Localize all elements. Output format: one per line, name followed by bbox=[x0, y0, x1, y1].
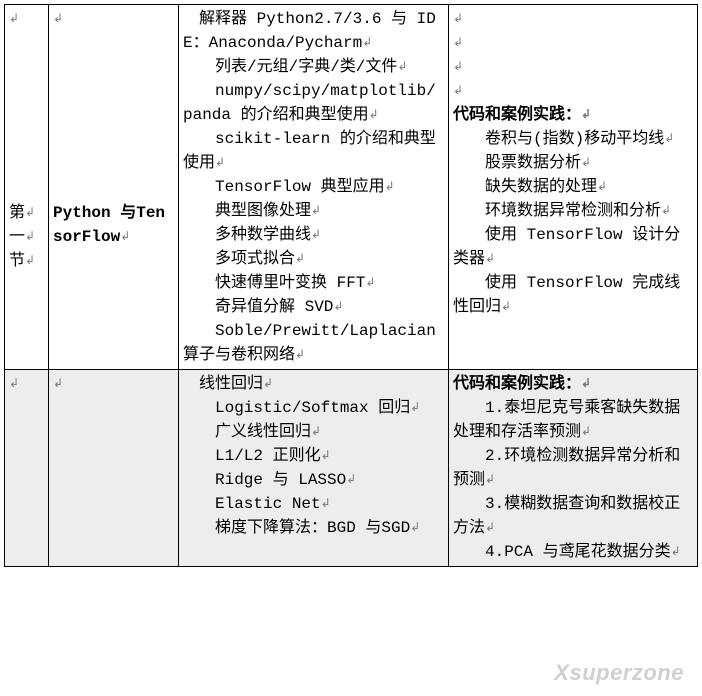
para-marker: ↲ bbox=[485, 520, 495, 534]
para-marker: ↲ bbox=[410, 400, 420, 414]
practice-line: 使用 TensorFlow 设计分类器↲ bbox=[453, 223, 693, 271]
practice-line: 股票数据分析↲ bbox=[453, 151, 693, 175]
course-table: ↲第↲一↲节↲↲Python 与TensorFlow↲解释器 Python2.7… bbox=[4, 4, 698, 567]
table-row: ↲第↲一↲节↲↲Python 与TensorFlow↲解释器 Python2.7… bbox=[5, 5, 698, 370]
para-marker: ↲ bbox=[365, 275, 375, 289]
para-marker: ↲ bbox=[215, 155, 225, 169]
topic-cell: ↲Python 与TensorFlow↲ bbox=[49, 5, 179, 370]
para-marker: ↲ bbox=[581, 155, 591, 169]
para-marker: ↲ bbox=[333, 299, 343, 313]
content-line: 广义线性回归↲ bbox=[183, 420, 444, 444]
para-marker: ↲ bbox=[485, 251, 495, 265]
content-line: 多种数学曲线↲ bbox=[183, 223, 444, 247]
para-marker: ↲ bbox=[501, 299, 511, 313]
content-line: Elastic Net↲ bbox=[183, 492, 444, 516]
para-marker: ↲ bbox=[53, 11, 63, 25]
practice-cell: ↲↲↲↲代码和案例实践：↲卷积与(指数)移动平均线↲股票数据分析↲缺失数据的处理… bbox=[449, 5, 698, 370]
para-marker: ↲ bbox=[25, 253, 35, 267]
content-line: 奇异值分解 SVD↲ bbox=[183, 295, 444, 319]
content-line: Logistic/Softmax 回归↲ bbox=[183, 396, 444, 420]
content-line: Ridge 与 LASSO↲ bbox=[183, 468, 444, 492]
content-line: Soble/Prewitt/Laplacian 算子与卷积网络↲ bbox=[183, 319, 444, 367]
para-marker: ↲ bbox=[25, 205, 35, 219]
practice-line: 使用 TensorFlow 完成线性回归↲ bbox=[453, 271, 693, 319]
para-marker: ↲ bbox=[581, 376, 591, 390]
practice-line: 2.环境检测数据异常分析和预测↲ bbox=[453, 444, 693, 492]
content-line: 典型图像处理↲ bbox=[183, 199, 444, 223]
para-marker: ↲ bbox=[321, 496, 331, 510]
practice-line: 1.泰坦尼克号乘客缺失数据处理和存活率预测↲ bbox=[453, 396, 693, 444]
practice-heading: 代码和案例实践：↲ bbox=[453, 103, 693, 127]
content-line: TensorFlow 典型应用↲ bbox=[183, 175, 444, 199]
practice-line: 缺失数据的处理↲ bbox=[453, 175, 693, 199]
practice-line: 4.PCA 与鸢尾花数据分类↲ bbox=[453, 540, 693, 564]
para-marker: ↲ bbox=[263, 376, 273, 390]
section-cell: ↲第↲一↲节↲ bbox=[5, 5, 49, 370]
practice-line: 3.模糊数据查询和数据校正方法↲ bbox=[453, 492, 693, 540]
content-line: 线性回归↲ bbox=[183, 372, 444, 396]
para-marker: ↲ bbox=[671, 544, 681, 558]
content-cell: 解释器 Python2.7/3.6 与 IDE：Anaconda/Pycharm… bbox=[179, 5, 449, 370]
para-marker: ↲ bbox=[410, 520, 420, 534]
para-marker: ↲ bbox=[453, 35, 463, 49]
content-line: scikit-learn 的介绍和典型使用↲ bbox=[183, 127, 444, 175]
section-cell: ↲ bbox=[5, 370, 49, 567]
content-line: 多项式拟合↲ bbox=[183, 247, 444, 271]
topic-title: Python 与TensorFlow bbox=[53, 204, 165, 246]
para-marker: ↲ bbox=[661, 203, 671, 217]
content-line: 快速傅里叶变换 FFT↲ bbox=[183, 271, 444, 295]
para-marker: ↲ bbox=[453, 59, 463, 73]
practice-line: 环境数据异常检测和分析↲ bbox=[453, 199, 693, 223]
para-marker: ↲ bbox=[311, 227, 321, 241]
para-marker: ↲ bbox=[581, 107, 591, 121]
para-marker: ↲ bbox=[9, 376, 19, 390]
para-marker: ↲ bbox=[397, 59, 407, 73]
para-marker: ↲ bbox=[321, 448, 331, 462]
watermark-text: Xsuperzone bbox=[554, 660, 684, 686]
table-row: ↲↲线性回归↲Logistic/Softmax 回归↲广义线性回归↲L1/L2 … bbox=[5, 370, 698, 567]
practice-cell: 代码和案例实践：↲1.泰坦尼克号乘客缺失数据处理和存活率预测↲2.环境检测数据异… bbox=[449, 370, 698, 567]
para-marker: ↲ bbox=[346, 472, 356, 486]
content-line: 梯度下降算法：BGD 与SGD↲ bbox=[183, 516, 444, 540]
para-marker: ↲ bbox=[597, 179, 607, 193]
content-line: 解释器 Python2.7/3.6 与 IDE：Anaconda/Pycharm… bbox=[183, 7, 444, 55]
topic-cell: ↲ bbox=[49, 370, 179, 567]
para-marker: ↲ bbox=[311, 203, 321, 217]
para-marker: ↲ bbox=[25, 229, 35, 243]
para-marker: ↲ bbox=[581, 424, 591, 438]
para-marker: ↲ bbox=[295, 251, 305, 265]
content-cell: 线性回归↲Logistic/Softmax 回归↲广义线性回归↲L1/L2 正则… bbox=[179, 370, 449, 567]
practice-heading: 代码和案例实践：↲ bbox=[453, 372, 693, 396]
para-marker: ↲ bbox=[311, 424, 321, 438]
para-marker: ↲ bbox=[120, 229, 130, 243]
para-marker: ↲ bbox=[9, 11, 19, 25]
para-marker: ↲ bbox=[295, 347, 305, 361]
para-marker: ↲ bbox=[369, 107, 379, 121]
para-marker: ↲ bbox=[664, 131, 674, 145]
para-marker: ↲ bbox=[453, 83, 463, 97]
para-marker: ↲ bbox=[362, 35, 372, 49]
para-marker: ↲ bbox=[385, 179, 395, 193]
content-line: numpy/scipy/matplotlib/panda 的介绍和典型使用↲ bbox=[183, 79, 444, 127]
content-line: 列表/元组/字典/类/文件↲ bbox=[183, 55, 444, 79]
para-marker: ↲ bbox=[53, 376, 63, 390]
content-line: L1/L2 正则化↲ bbox=[183, 444, 444, 468]
para-marker: ↲ bbox=[485, 472, 495, 486]
practice-line: 卷积与(指数)移动平均线↲ bbox=[453, 127, 693, 151]
para-marker: ↲ bbox=[453, 11, 463, 25]
